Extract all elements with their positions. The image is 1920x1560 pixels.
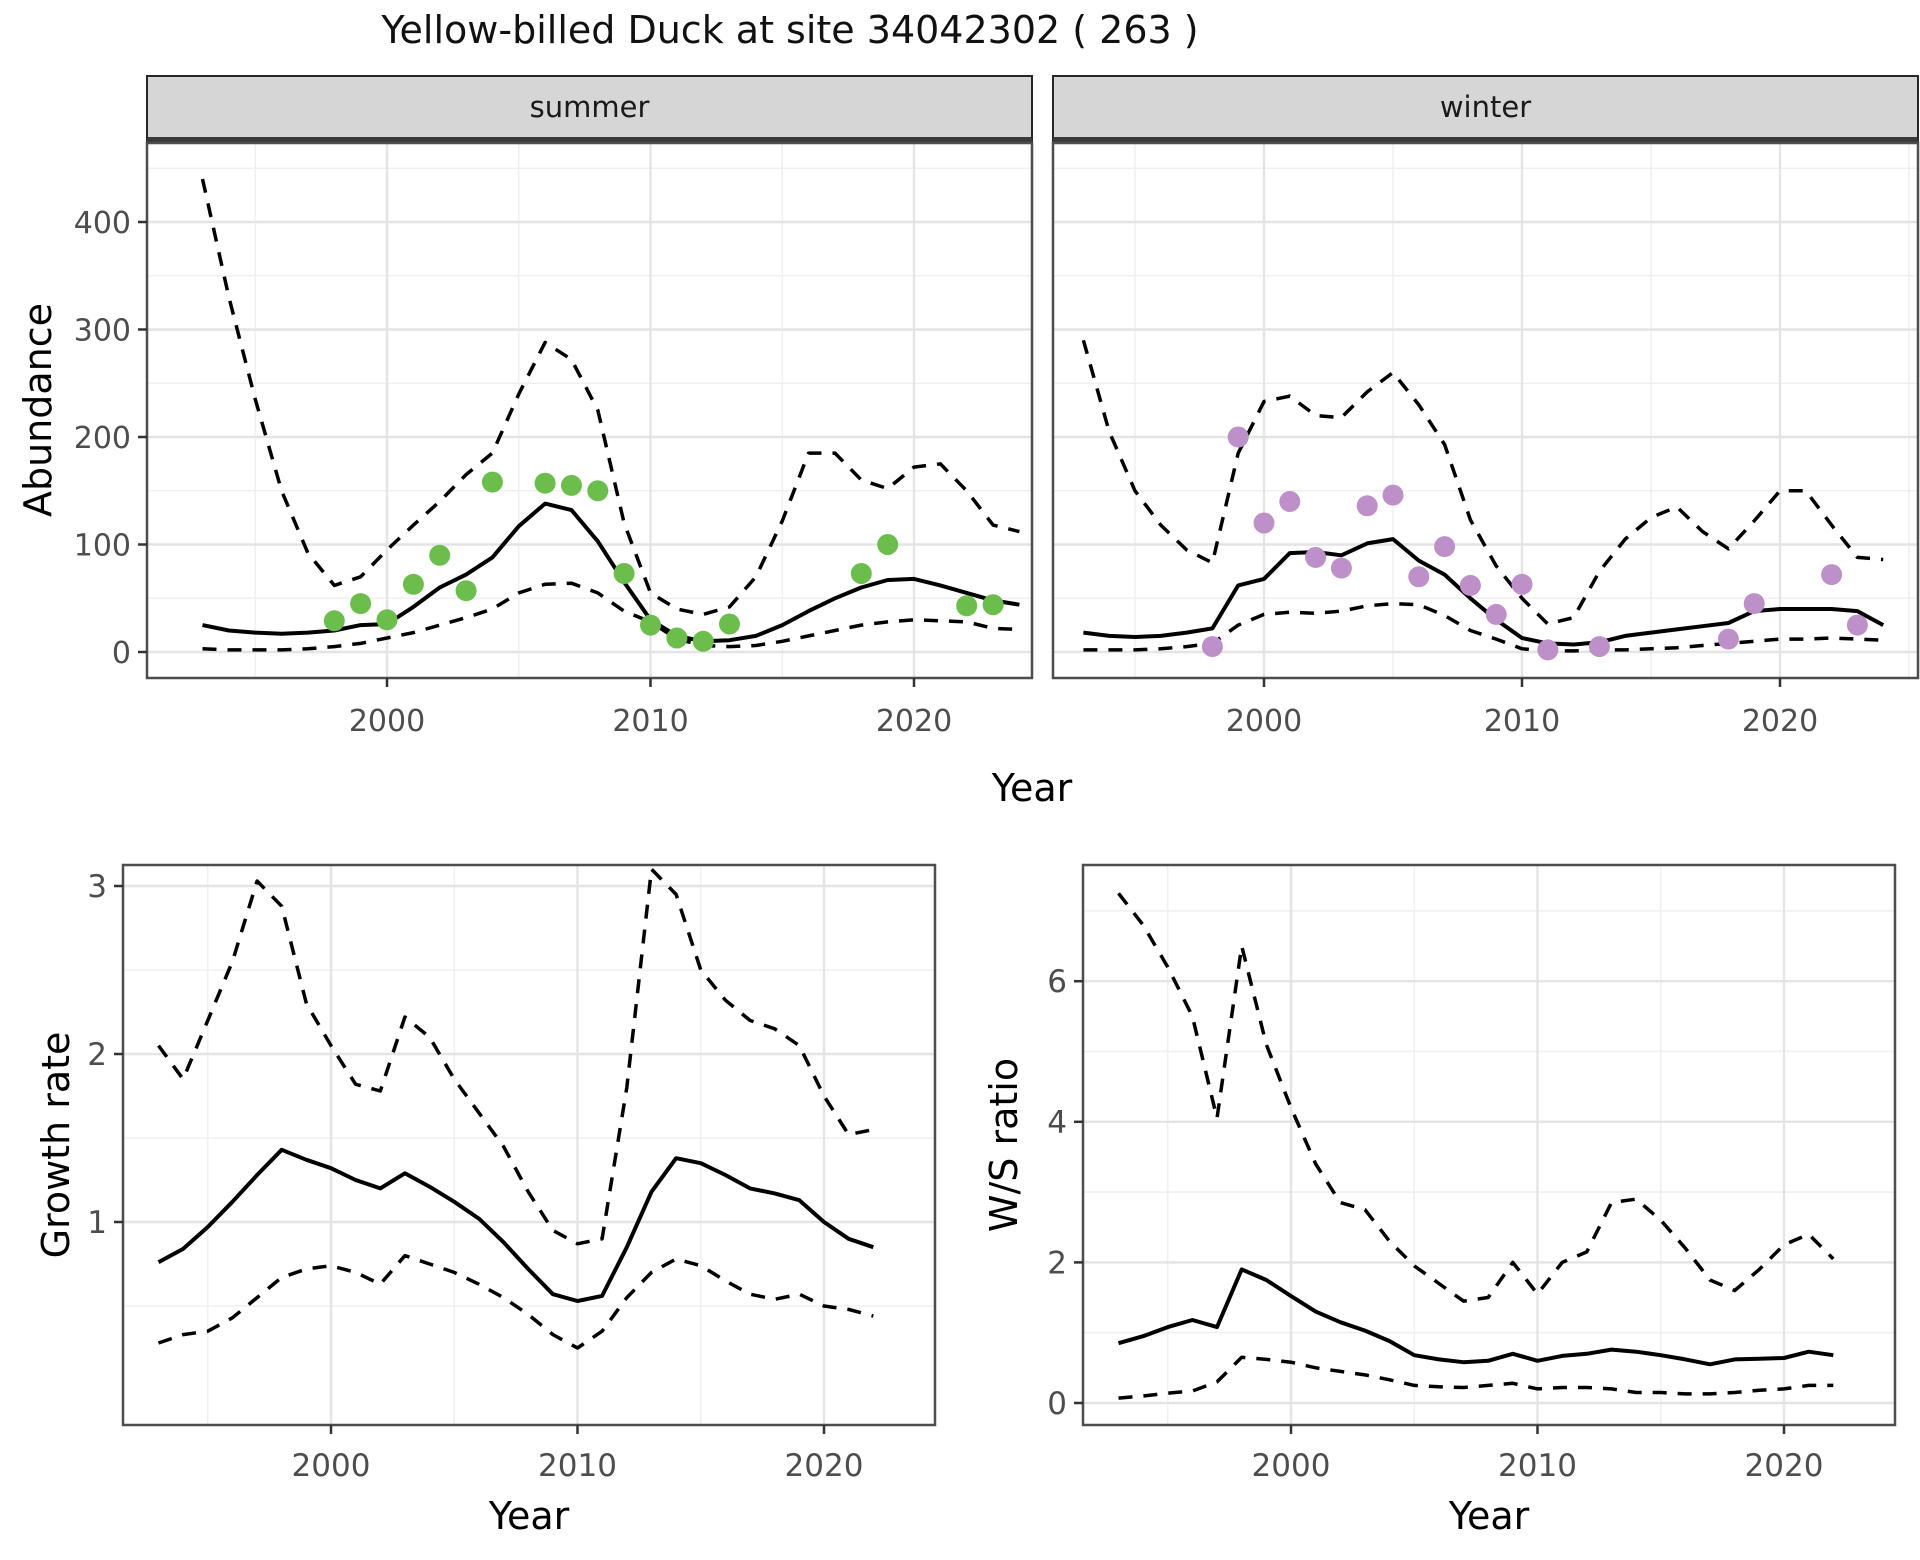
panel-border bbox=[1051, 141, 1920, 680]
data-point-observed-counts-summer bbox=[956, 595, 978, 617]
data-point-observed-counts-summer bbox=[719, 613, 740, 635]
data-point-observed-counts-summer bbox=[376, 609, 398, 631]
x-tick-label: 2010 bbox=[1498, 1448, 1577, 1484]
series-line-estimate bbox=[157, 1147, 874, 1303]
x-tick-label: 2010 bbox=[1484, 704, 1560, 739]
x-tick-label: 2020 bbox=[1742, 704, 1818, 739]
data-point-observed-counts-summer bbox=[877, 534, 899, 555]
x-tick-label: 2010 bbox=[538, 1448, 617, 1484]
panel-background bbox=[1083, 865, 1895, 1425]
data-point-observed-counts-summer bbox=[640, 614, 661, 636]
series-line-upper_ci bbox=[1081, 339, 1884, 626]
facet-strip-label: summer bbox=[529, 90, 650, 124]
y-tick-label: 3 bbox=[87, 869, 107, 905]
data-point-observed-counts-winter bbox=[1330, 557, 1352, 579]
panel-background bbox=[1053, 143, 1918, 678]
data-point-observed-counts-winter bbox=[1382, 484, 1404, 506]
data-point-observed-counts-summer bbox=[613, 563, 635, 584]
x-tick-label: 2000 bbox=[349, 704, 425, 739]
data-point-observed-counts-summer bbox=[323, 610, 345, 632]
y-tick-label: 0 bbox=[1047, 1386, 1067, 1422]
y-tick-label: 200 bbox=[74, 421, 131, 456]
facet-strip-winter: winter bbox=[1052, 75, 1919, 143]
data-point-observed-counts-summer bbox=[402, 573, 424, 595]
data-point-observed-counts-winter bbox=[1846, 614, 1868, 636]
data-point-observed-counts-winter bbox=[1356, 495, 1378, 517]
data-point-observed-counts-winter bbox=[1588, 636, 1610, 658]
data-point-observed-counts-summer bbox=[534, 472, 556, 494]
series-line-upper_ci bbox=[1117, 892, 1835, 1303]
data-point-observed-counts-summer bbox=[692, 630, 714, 652]
x-tick-label: 2020 bbox=[876, 704, 952, 739]
data-point-observed-counts-winter bbox=[1201, 636, 1223, 658]
facet-strip-label: winter bbox=[1439, 90, 1532, 124]
x-tick-label: 2000 bbox=[1252, 1448, 1331, 1484]
page-title: Yellow-billed Duck at site 34042302 ( 26… bbox=[381, 8, 1199, 52]
y-tick-label: 1 bbox=[87, 1205, 107, 1241]
y-tick-label: 0 bbox=[112, 636, 131, 671]
panel-border bbox=[121, 863, 937, 1427]
panel-background bbox=[147, 143, 1032, 678]
panel-border bbox=[145, 141, 1034, 680]
series-line-upper_ci bbox=[200, 178, 1020, 617]
data-point-observed-counts-winter bbox=[1408, 566, 1430, 588]
series-line-lower_ci bbox=[202, 581, 1020, 652]
y-tick-label: 6 bbox=[1047, 964, 1067, 1000]
facet-strip-summer: summer bbox=[146, 75, 1033, 143]
series-line-lower_ci bbox=[1118, 1355, 1834, 1400]
x-axis-title-top: Year bbox=[991, 766, 1073, 810]
data-point-observed-counts-winter bbox=[1305, 546, 1327, 568]
y-tick-label: 300 bbox=[74, 314, 131, 349]
x-axis-title-growth: Year bbox=[488, 1494, 570, 1538]
x-tick-label: 2020 bbox=[1745, 1448, 1824, 1484]
data-point-observed-counts-summer bbox=[850, 563, 872, 584]
series-line-estimate bbox=[1117, 1267, 1834, 1367]
data-point-observed-counts-winter bbox=[1253, 512, 1275, 534]
x-tick-label: 2010 bbox=[612, 704, 688, 739]
data-point-observed-counts-summer bbox=[982, 594, 1004, 616]
data-point-observed-counts-winter bbox=[1485, 603, 1507, 625]
y-tick-label: 2 bbox=[87, 1037, 107, 1073]
x-tick-label: 2000 bbox=[292, 1448, 371, 1484]
data-point-observed-counts-winter bbox=[1821, 564, 1843, 586]
data-point-observed-counts-winter bbox=[1227, 426, 1249, 448]
y-tick-label: 2 bbox=[1047, 1245, 1067, 1281]
data-point-observed-counts-summer bbox=[455, 580, 477, 602]
y-tick-label: 100 bbox=[74, 529, 131, 564]
data-point-observed-counts-summer bbox=[481, 471, 503, 493]
y-tick-label: 400 bbox=[74, 206, 131, 241]
series-line-lower_ci bbox=[157, 1253, 874, 1350]
data-point-observed-counts-summer bbox=[429, 544, 451, 566]
panel-border bbox=[1081, 863, 1897, 1427]
data-point-observed-counts-winter bbox=[1743, 593, 1765, 615]
data-point-observed-counts-summer bbox=[587, 480, 609, 502]
data-point-observed-counts-winter bbox=[1434, 536, 1456, 558]
y-tick-label: 4 bbox=[1047, 1105, 1067, 1141]
x-tick-label: 2020 bbox=[785, 1448, 864, 1484]
x-tick-label: 2000 bbox=[1226, 704, 1302, 739]
data-point-observed-counts-summer bbox=[350, 593, 372, 615]
data-point-observed-counts-summer bbox=[666, 627, 688, 649]
data-point-observed-counts-summer bbox=[561, 474, 582, 496]
data-point-observed-counts-winter bbox=[1459, 574, 1481, 596]
series-line-upper_ci bbox=[157, 867, 874, 1246]
panel-background bbox=[123, 865, 935, 1425]
x-axis-title-ws: Year bbox=[1448, 1494, 1530, 1538]
data-point-observed-counts-winter bbox=[1279, 491, 1301, 512]
data-point-observed-counts-winter bbox=[1717, 628, 1739, 650]
data-point-observed-counts-winter bbox=[1537, 639, 1559, 661]
data-point-observed-counts-winter bbox=[1511, 573, 1533, 595]
